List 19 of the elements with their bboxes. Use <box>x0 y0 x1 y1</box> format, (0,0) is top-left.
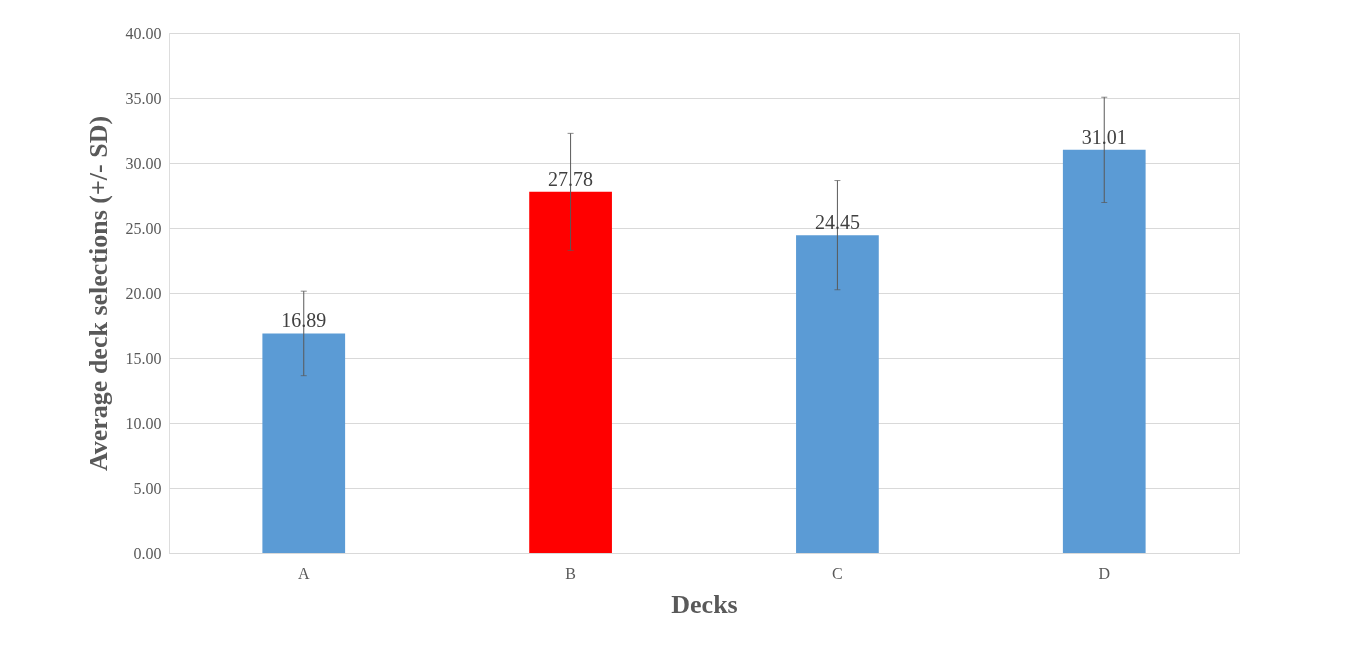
y-tick-label: 15.00 <box>125 349 162 367</box>
bar <box>796 235 879 553</box>
x-tick-label: C <box>832 564 843 582</box>
y-tick-label: 25.00 <box>125 219 162 237</box>
y-tick-label: 30.00 <box>125 154 162 172</box>
y-tick-label: 20.00 <box>125 284 162 302</box>
y-tick-label: 10.00 <box>125 414 162 432</box>
x-tick-label: B <box>565 564 576 582</box>
y-tick-label: 40.00 <box>125 24 162 42</box>
y-tick-label: 0.00 <box>133 544 162 562</box>
y-tick-label: 35.00 <box>125 89 162 107</box>
bar <box>529 191 612 553</box>
y-axis-title: Average deck selections (+/- SD) <box>83 115 113 472</box>
x-tick-label: D <box>1098 564 1111 582</box>
x-axis-title: Decks <box>671 589 738 619</box>
x-tick-label: A <box>297 564 310 582</box>
bar <box>262 333 346 553</box>
bar <box>1062 149 1146 553</box>
y-tick-label: 5.00 <box>133 479 162 497</box>
